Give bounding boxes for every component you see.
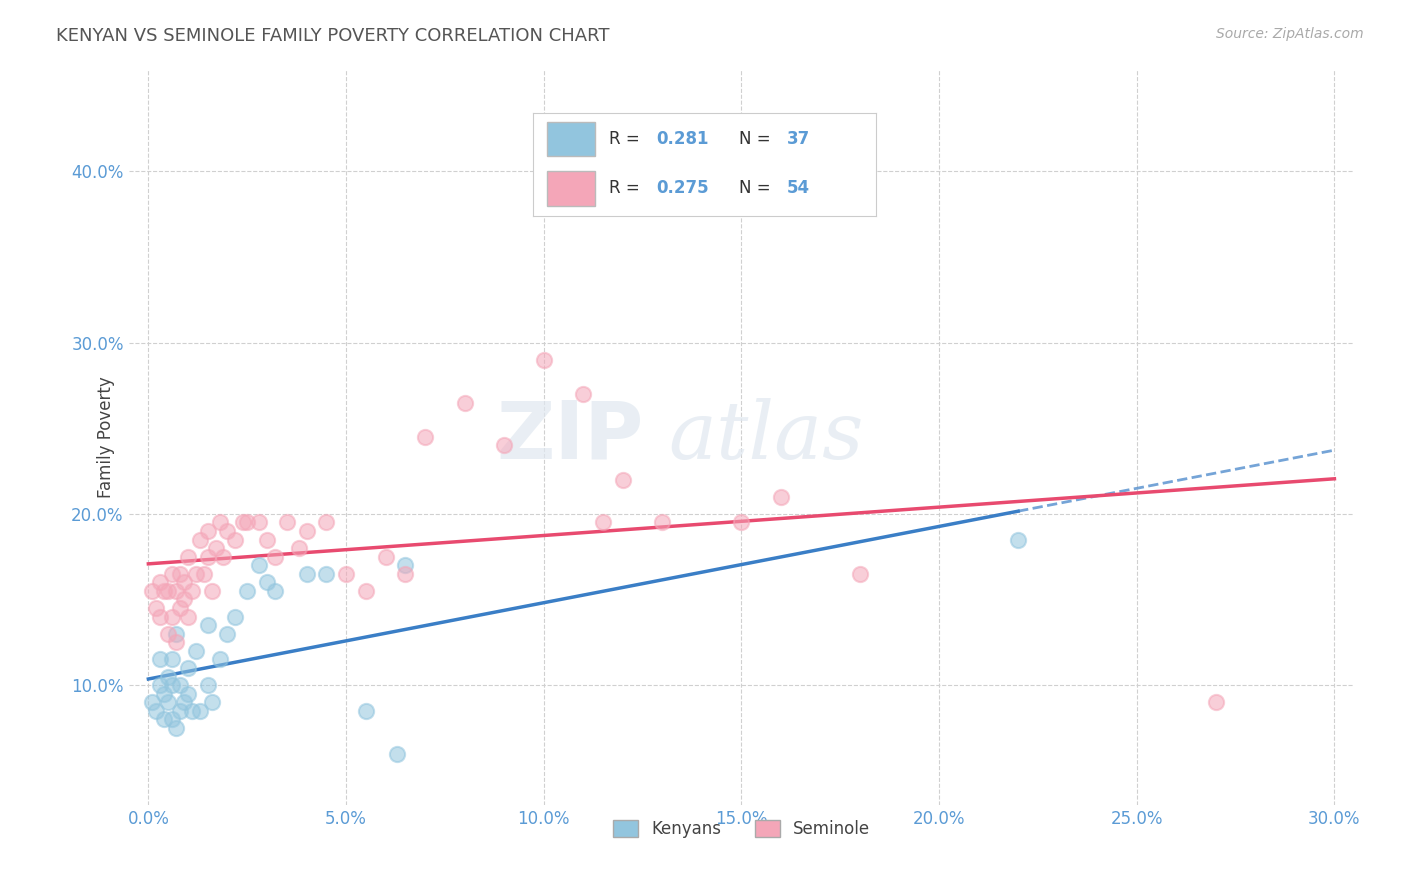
Point [145, 601, 167, 615]
Point [184, 644, 207, 658]
Point [276, 516, 298, 530]
Point [149, 678, 172, 692]
Point [160, 652, 183, 666]
Point [295, 566, 318, 581]
Point [217, 524, 239, 538]
Point [612, 473, 634, 487]
Point [184, 566, 207, 581]
Point [173, 695, 195, 709]
Point [533, 352, 555, 367]
Point [232, 516, 254, 530]
Point [149, 575, 172, 590]
Point [145, 704, 167, 718]
Point [165, 583, 187, 598]
Point [204, 541, 226, 555]
Point [160, 712, 183, 726]
Point [153, 583, 176, 598]
Point [236, 583, 259, 598]
Point [217, 626, 239, 640]
Point [208, 652, 231, 666]
Point [173, 575, 195, 590]
Point [315, 566, 337, 581]
Point [165, 721, 187, 735]
Point [394, 558, 416, 573]
Point [201, 583, 224, 598]
Text: atlas: atlas [668, 398, 863, 475]
Point [169, 566, 191, 581]
Point [651, 516, 673, 530]
Point [224, 609, 246, 624]
Point [413, 430, 436, 444]
Point [197, 524, 219, 538]
Point [394, 566, 416, 581]
Point [141, 695, 163, 709]
Point [453, 395, 475, 409]
Point [287, 541, 309, 555]
Point [193, 566, 215, 581]
Point [153, 712, 176, 726]
Point [169, 678, 191, 692]
Point [160, 566, 183, 581]
Point [149, 652, 172, 666]
Point [169, 704, 191, 718]
Point [354, 583, 377, 598]
Point [157, 626, 180, 640]
Point [769, 490, 792, 504]
Point [208, 516, 231, 530]
Point [180, 583, 202, 598]
Point [160, 609, 183, 624]
Point [153, 687, 176, 701]
Point [224, 533, 246, 547]
Point [315, 516, 337, 530]
Point [149, 609, 172, 624]
Point [157, 583, 180, 598]
Point [165, 626, 187, 640]
Point [335, 566, 357, 581]
Point [849, 566, 872, 581]
Point [177, 609, 200, 624]
Y-axis label: Family Poverty: Family Poverty [97, 376, 115, 498]
Point [212, 549, 235, 564]
Point [295, 524, 318, 538]
Point [157, 695, 180, 709]
Point [173, 592, 195, 607]
Point [188, 533, 211, 547]
Point [177, 687, 200, 701]
Point [160, 678, 183, 692]
Point [247, 558, 270, 573]
Point [247, 516, 270, 530]
Point [572, 387, 595, 401]
Point [494, 438, 516, 452]
Point [264, 583, 287, 598]
Point [592, 516, 614, 530]
Point [264, 549, 287, 564]
Point [236, 516, 259, 530]
Point [387, 747, 409, 761]
Point [141, 583, 163, 598]
Point [730, 516, 752, 530]
Point [188, 704, 211, 718]
Point [374, 549, 396, 564]
Point [201, 695, 224, 709]
Point [169, 601, 191, 615]
Point [157, 669, 180, 683]
Point [177, 549, 200, 564]
Point [180, 704, 202, 718]
Point [197, 678, 219, 692]
Point [1007, 533, 1029, 547]
Point [256, 533, 278, 547]
Point [165, 635, 187, 649]
Point [1205, 695, 1227, 709]
Legend: Kenyans, Seminole: Kenyans, Seminole [606, 813, 876, 845]
Point [256, 575, 278, 590]
Point [354, 704, 377, 718]
Point [197, 618, 219, 632]
Point [177, 661, 200, 675]
Text: Source: ZipAtlas.com: Source: ZipAtlas.com [1216, 27, 1364, 41]
Text: KENYAN VS SEMINOLE FAMILY POVERTY CORRELATION CHART: KENYAN VS SEMINOLE FAMILY POVERTY CORREL… [56, 27, 610, 45]
Text: ZIP: ZIP [496, 398, 644, 475]
Point [197, 549, 219, 564]
